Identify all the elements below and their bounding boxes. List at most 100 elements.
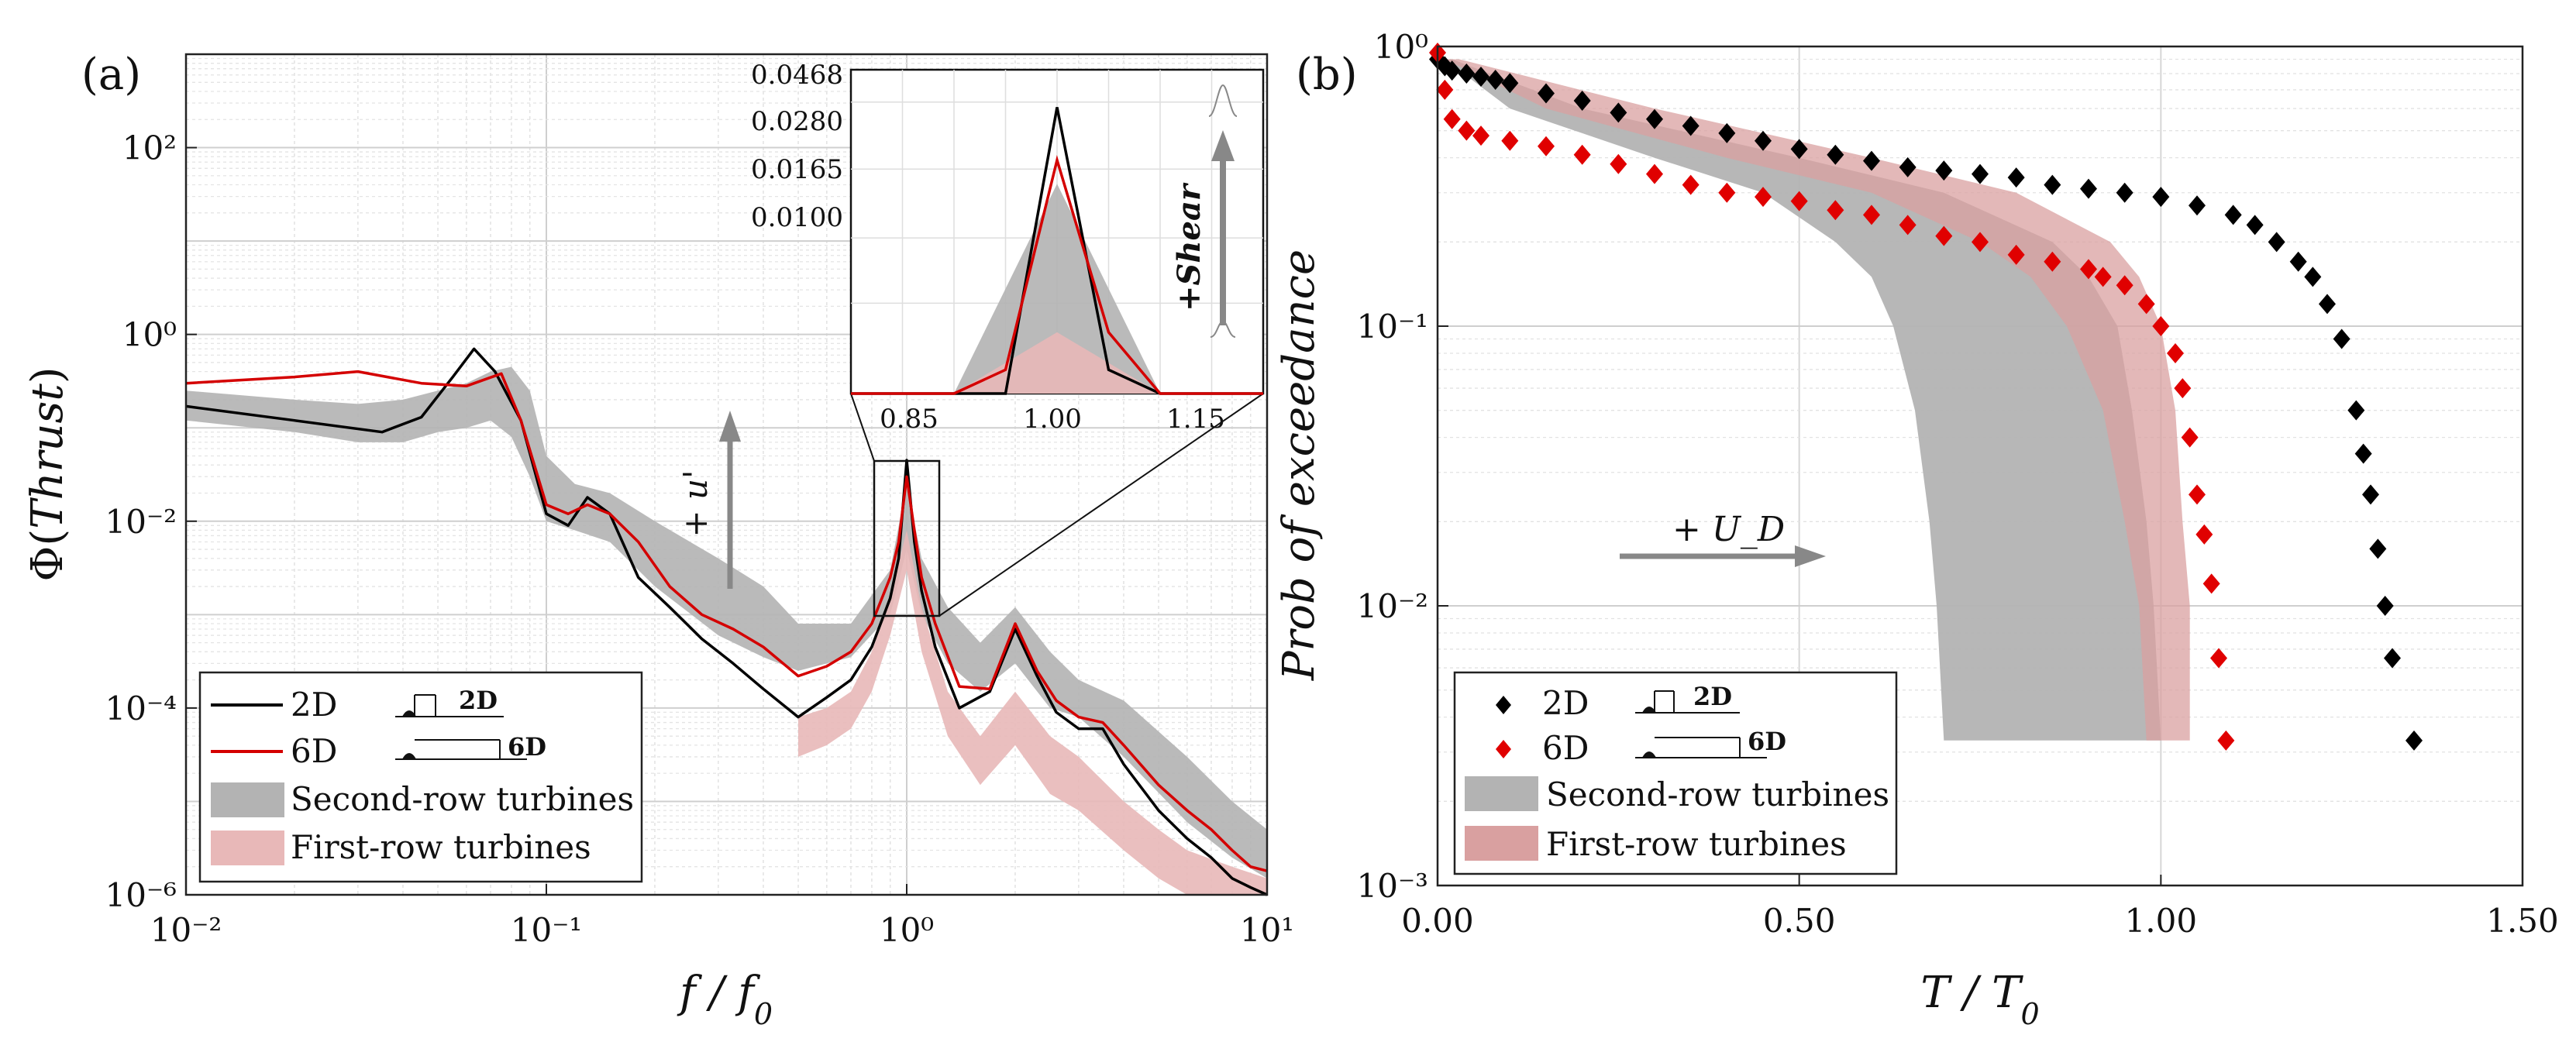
data-point-2d xyxy=(2319,294,2336,315)
data-point-6d xyxy=(1935,225,1953,246)
data-point-2d xyxy=(2333,328,2350,349)
schematic-label-2d: 2D xyxy=(459,686,498,715)
panel-b-bands xyxy=(1445,59,2190,741)
legend-swatch-first-row xyxy=(1465,826,1538,861)
data-point-6d xyxy=(1646,163,1663,184)
legend-label-first-row: First-row turbines xyxy=(291,828,591,866)
data-point-2d xyxy=(2369,538,2387,559)
panel-a-axes-frame xyxy=(184,53,1269,896)
panel-a-ylabel: Φ(Thrust) xyxy=(22,366,73,581)
panel-b-annotation: + U_D xyxy=(1620,510,1826,567)
legend-swatch-first-row xyxy=(211,831,284,865)
data-point-2d xyxy=(2384,648,2401,669)
y-tick-label: 10⁰ xyxy=(1374,28,1428,66)
data-point-6d xyxy=(1436,79,1454,100)
data-point-6d xyxy=(2080,259,2097,280)
data-point-6d xyxy=(2217,730,2235,751)
inset-series-line xyxy=(851,154,1263,395)
series-line-6d xyxy=(185,370,1268,872)
panel-b-legend: 2D 6D Second-row turbines First-row turb… xyxy=(1453,671,1898,875)
data-point-2d xyxy=(1790,139,1808,160)
schematic-label-6d: 6D xyxy=(508,732,546,762)
data-point-6d xyxy=(1827,200,1844,221)
panel-b-label: (b) xyxy=(1296,50,1358,100)
panel-a-annotation: + u' xyxy=(677,411,741,589)
band-first-row-turbines xyxy=(1445,59,2190,741)
data-point-6d xyxy=(2116,275,2133,296)
data-point-2d xyxy=(2116,182,2133,203)
legend-label-first-row: First-row turbines xyxy=(1546,825,1847,863)
data-point-2d xyxy=(1538,83,1555,104)
zoom-connector-right xyxy=(938,393,1264,617)
data-point-2d xyxy=(1718,122,1736,143)
data-point-2d xyxy=(1646,108,1663,129)
data-point-2d xyxy=(1827,144,1844,165)
x-tick-label: 1.00 xyxy=(2125,902,2198,940)
data-point-6d xyxy=(2210,648,2227,669)
data-point-2d xyxy=(1755,130,1772,151)
data-point-6d xyxy=(2181,427,2199,448)
data-point-6d xyxy=(1573,144,1591,165)
data-point-6d xyxy=(2094,267,2112,287)
legend-label-6d: 6D xyxy=(1542,729,1589,767)
zoom-connector-left xyxy=(850,393,875,462)
data-point-2d xyxy=(2347,400,2365,421)
panel-a-ticks: 10⁻² 10⁻¹ 10⁰ 10¹ 10⁻⁶ 10⁻⁴ 10⁻² 10⁰ 10² xyxy=(105,129,1295,949)
panel-b-ticks: 0.00 0.50 1.00 1.50 10⁻³ 10⁻² 10⁻¹ 10⁰ xyxy=(1357,28,2559,940)
legend-schematic xyxy=(1635,690,1767,758)
data-point-6d xyxy=(1755,187,1772,208)
inset-x-tick: 1.15 xyxy=(1166,404,1225,435)
zoom-box xyxy=(873,459,941,617)
data-point-2d xyxy=(2376,596,2394,616)
data-point-2d xyxy=(1935,160,1953,181)
panel-b-axes-frame xyxy=(1436,45,2524,887)
x-tick-label: 1.50 xyxy=(2486,902,2559,940)
y-tick-label: 10⁻¹ xyxy=(1357,308,1428,346)
data-point-6d xyxy=(1790,191,1808,211)
data-point-2d xyxy=(1573,90,1591,111)
data-point-6d xyxy=(2044,251,2061,272)
inset-y-tick: 0.0468 xyxy=(751,60,843,91)
data-point-2d xyxy=(2246,215,2264,236)
data-point-2d xyxy=(2152,187,2170,208)
panel-b-ylabel: Prob of exceedance xyxy=(1274,249,1324,681)
y-tick-label: 10⁻⁴ xyxy=(105,690,177,727)
x-tick-label: 10⁰ xyxy=(880,911,934,949)
x-tick-label: 0.00 xyxy=(1401,902,1474,940)
data-point-6d xyxy=(2152,316,2170,336)
data-point-6d xyxy=(1501,130,1519,151)
annotation-u-prime: + u' xyxy=(677,469,715,537)
legend-swatch-second-row xyxy=(1465,776,1538,811)
data-point-2d xyxy=(2080,178,2097,199)
legend-label-6d: 6D xyxy=(291,732,337,770)
data-point-2d xyxy=(1501,73,1519,94)
data-point-2d xyxy=(2268,232,2285,253)
legend-label-second-row: Second-row turbines xyxy=(291,780,634,818)
data-point-6d xyxy=(2174,378,2192,399)
panel-a-label: (a) xyxy=(81,50,141,100)
y-tick-label: 10² xyxy=(122,129,177,167)
data-point-6d xyxy=(2202,573,2220,594)
x-tick-label: 10¹ xyxy=(1240,911,1294,949)
data-point-2d xyxy=(1486,70,1504,91)
data-point-2d xyxy=(2362,484,2379,505)
data-point-2d xyxy=(1899,156,1917,177)
data-point-6d xyxy=(2007,244,2025,265)
y-tick-label: 10⁻⁶ xyxy=(105,876,177,914)
data-point-2d xyxy=(2044,174,2061,195)
inset-annotation: +Shear xyxy=(1171,84,1238,338)
data-point-2d xyxy=(1972,163,1989,184)
shear-arrow-head xyxy=(1211,130,1235,161)
panel-a-lines xyxy=(185,347,1268,896)
data-point-2d xyxy=(1472,66,1489,87)
data-point-2d xyxy=(1610,102,1627,123)
data-point-6d xyxy=(2137,294,2155,315)
data-point-6d xyxy=(2189,484,2206,505)
band-second-row-turbines xyxy=(186,366,1267,879)
inset-x-ticks: 0.85 1.00 1.15 xyxy=(880,404,1225,435)
schematic-label-6d: 6D xyxy=(1748,727,1786,756)
legend-label-2d: 2D xyxy=(291,686,337,724)
legend-label-2d: 2D xyxy=(1542,684,1589,722)
annotation-arrow-head xyxy=(719,411,741,442)
